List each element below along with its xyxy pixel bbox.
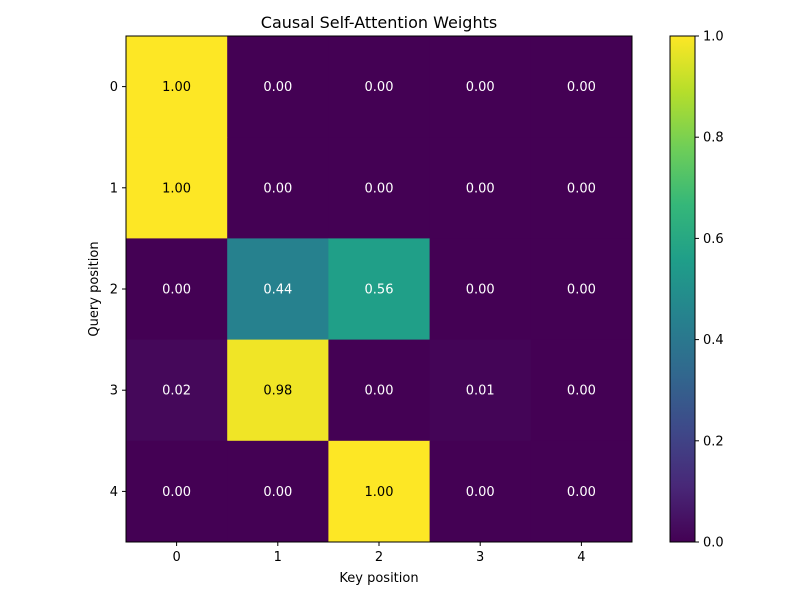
x-tick-label: 4: [577, 550, 585, 565]
cell-labels: 1.00 0.00 0.00 0.00 0.00 1.00 0.00 0.00 0.00 0.00…: [162, 80, 596, 500]
cell-label: 1.00: [162, 181, 191, 196]
x-tick-label: 1: [274, 550, 282, 565]
heatmap-cell: [126, 339, 228, 442]
cell-label: 0.00: [162, 485, 191, 500]
heatmap-cell: [429, 238, 532, 341]
cell-label: 1.00: [162, 80, 191, 95]
x-axis-label: Key position: [339, 571, 418, 586]
cell-label: 0.00: [567, 283, 596, 298]
x-tick-label: 2: [375, 550, 383, 565]
colorbar-tick-label: 0.6: [703, 232, 724, 247]
cell-label: 0.00: [162, 283, 191, 298]
heatmap-cell: [530, 238, 633, 341]
cell-label: 0.02: [162, 384, 191, 399]
heatmap-cell: [328, 137, 431, 239]
cell-label: 0.01: [466, 384, 495, 399]
heatmap-cell: [530, 339, 633, 442]
cell-label: 0.00: [567, 80, 596, 95]
cell-label: 0.98: [263, 384, 292, 399]
heatmap-cells: [126, 36, 633, 543]
heatmap-cell: [530, 137, 633, 239]
cell-label: 0.00: [263, 181, 292, 196]
y-tick-label: 1: [110, 181, 118, 196]
heatmap-cell: [328, 440, 431, 543]
y-tick-label: 4: [110, 485, 118, 500]
y-tick-label: 2: [110, 283, 118, 298]
heatmap-cell: [227, 137, 329, 239]
heatmap-cell: [126, 137, 228, 239]
colorbar-tick-label: 0.4: [703, 333, 724, 348]
cell-label: 0.00: [466, 283, 495, 298]
heatmap-cell: [126, 36, 228, 138]
cell-label: 1.00: [365, 485, 394, 500]
x-tick-label: 0: [172, 550, 180, 565]
y-tick-label: 3: [110, 384, 118, 399]
colorbar-tick-label: 0.0: [703, 536, 724, 551]
colorbar: 0.0 0.2 0.4 0.6 0.8 1.0: [669, 30, 724, 551]
heatmap-cell: [429, 137, 532, 239]
cell-label: 0.00: [466, 181, 495, 196]
heatmap-cell: [227, 36, 329, 138]
heatmap-cell: [429, 339, 532, 442]
cell-label: 0.00: [263, 80, 292, 95]
heatmap-cell: [328, 36, 431, 138]
heatmap-cell: [126, 440, 228, 543]
cell-label: 0.00: [365, 80, 394, 95]
heatmap-cell: [126, 238, 228, 341]
cell-label: 0.00: [567, 485, 596, 500]
cell-label: 0.00: [365, 181, 394, 196]
y-axis-label: Query position: [87, 241, 102, 336]
cell-label: 0.44: [263, 283, 292, 298]
cell-label: 0.00: [567, 181, 596, 196]
heatmap-cell: [429, 440, 532, 543]
cell-label: 0.00: [466, 80, 495, 95]
heatmap-cell: [227, 238, 329, 341]
y-axis-ticks: 0 1 2 3 4: [110, 80, 126, 500]
colorbar-tick-label: 1.0: [703, 30, 724, 45]
colorbar-tick-label: 0.2: [703, 434, 724, 449]
colorbar-gradient: [670, 36, 695, 542]
cell-label: 0.56: [365, 283, 394, 298]
heatmap-cell: [227, 339, 329, 442]
colorbar-frame: [669, 35, 696, 543]
heatmap-cell: [227, 440, 329, 543]
heatmap-cell: [530, 36, 633, 138]
y-tick-label: 0: [110, 80, 118, 95]
cell-label: 0.00: [466, 485, 495, 500]
colorbar-ticks: 0.0 0.2 0.4 0.6 0.8 1.0: [695, 30, 724, 551]
cell-label: 0.00: [365, 384, 394, 399]
cell-label: 0.00: [567, 384, 596, 399]
chart-title: Causal Self-Attention Weights: [261, 13, 497, 32]
heatmap-cell: [328, 339, 431, 442]
heatmap-cell: [328, 238, 431, 341]
colorbar-tick-label: 0.8: [703, 131, 724, 146]
cell-label: 0.00: [263, 485, 292, 500]
heatmap-cell: [530, 440, 633, 543]
heatmap-cell: [429, 36, 532, 138]
x-axis-ticks: 0 1 2 3 4: [172, 542, 586, 565]
x-tick-label: 3: [476, 550, 484, 565]
